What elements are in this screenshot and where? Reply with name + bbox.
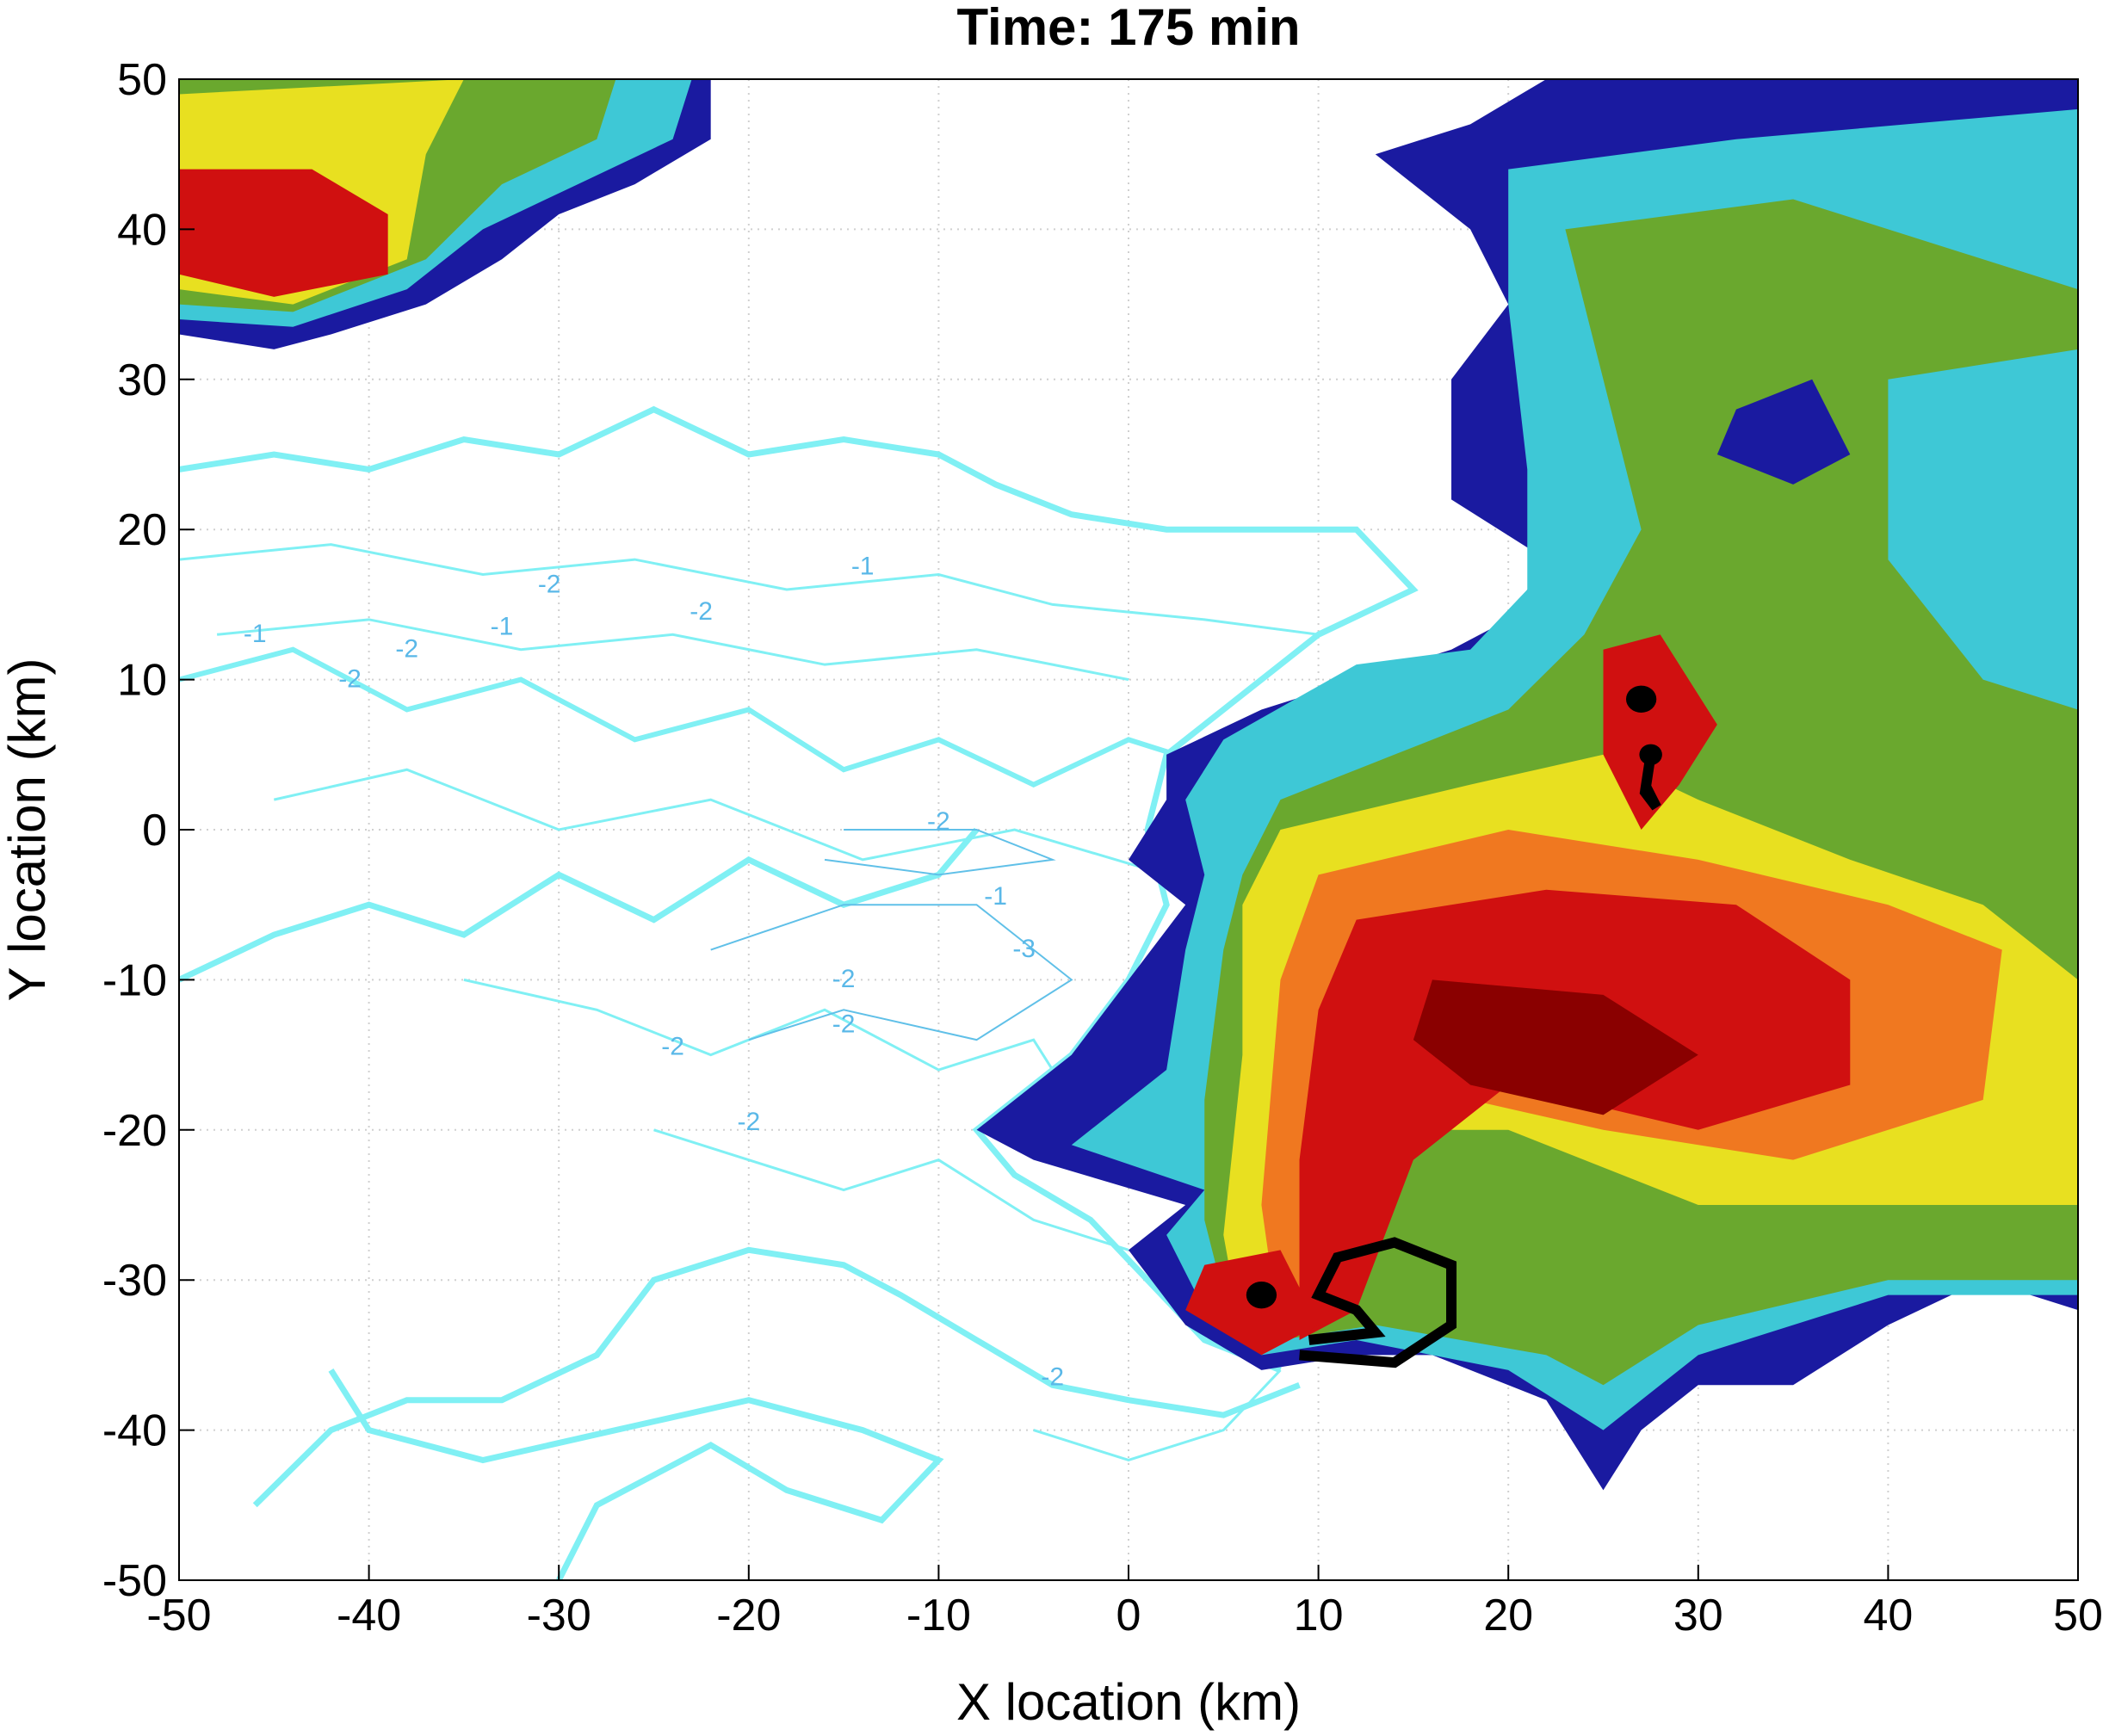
contour-label: -3: [1012, 935, 1036, 963]
vortex-cores: [1246, 685, 1662, 1309]
x-tick-label: 10: [1294, 1591, 1344, 1640]
y-tick-label: -30: [102, 1256, 167, 1306]
contour-label: -1: [851, 553, 875, 581]
y-tick-label: 20: [117, 505, 167, 555]
contour-label: -2: [1041, 1362, 1064, 1391]
y-tick-label: 50: [117, 55, 167, 105]
storm-main: [976, 79, 2078, 1491]
field-layer: [179, 79, 2078, 1580]
y-tick-label: 30: [117, 355, 167, 405]
outflow-contours: [179, 410, 1413, 1580]
vortex-contours: [1300, 755, 1657, 1362]
contour-label: -2: [690, 597, 713, 626]
plot-frame: [178, 78, 2079, 1581]
y-tick-label: -10: [102, 955, 167, 1005]
x-tick-label: 0: [1116, 1591, 1141, 1640]
x-tick-label: -10: [906, 1591, 971, 1640]
y-axis-label: Y location (km): [0, 658, 56, 1001]
contour-label: -2: [661, 1033, 684, 1061]
y-tick-label: 40: [117, 205, 167, 255]
y-tick-label: -50: [102, 1556, 167, 1606]
x-tick-label: 30: [1673, 1591, 1723, 1640]
x-tick-label: -40: [337, 1591, 401, 1640]
contour-label: -2: [538, 570, 561, 598]
y-tick-label: 10: [117, 656, 167, 706]
y-tick-label: -20: [102, 1106, 167, 1156]
contour-label: -2: [832, 965, 856, 993]
chart-title: Time: 175 min: [956, 0, 1300, 56]
contour-label: -1: [984, 882, 1007, 911]
x-tick-label: -20: [716, 1591, 781, 1640]
x-tick-label: 50: [2053, 1591, 2103, 1640]
x-tick-label: 20: [1483, 1591, 1533, 1640]
storm-northwest: [179, 79, 711, 349]
contour-label: -2: [338, 664, 362, 693]
contour-label: -2: [832, 1010, 856, 1038]
contour-label: -1: [491, 612, 514, 640]
y-tick-label: -40: [102, 1406, 167, 1456]
x-tick-label: -30: [527, 1591, 591, 1640]
contour-label: -2: [737, 1108, 760, 1136]
y-tick-label: 0: [142, 806, 167, 856]
contour-label: -2: [395, 634, 418, 663]
x-tick-label: -50: [146, 1591, 211, 1640]
x-axis-label: X location (km): [956, 1673, 1301, 1731]
contour-label: -2: [927, 807, 950, 836]
contour-label: -1: [244, 620, 267, 648]
x-tick-label: 40: [1863, 1591, 1913, 1640]
